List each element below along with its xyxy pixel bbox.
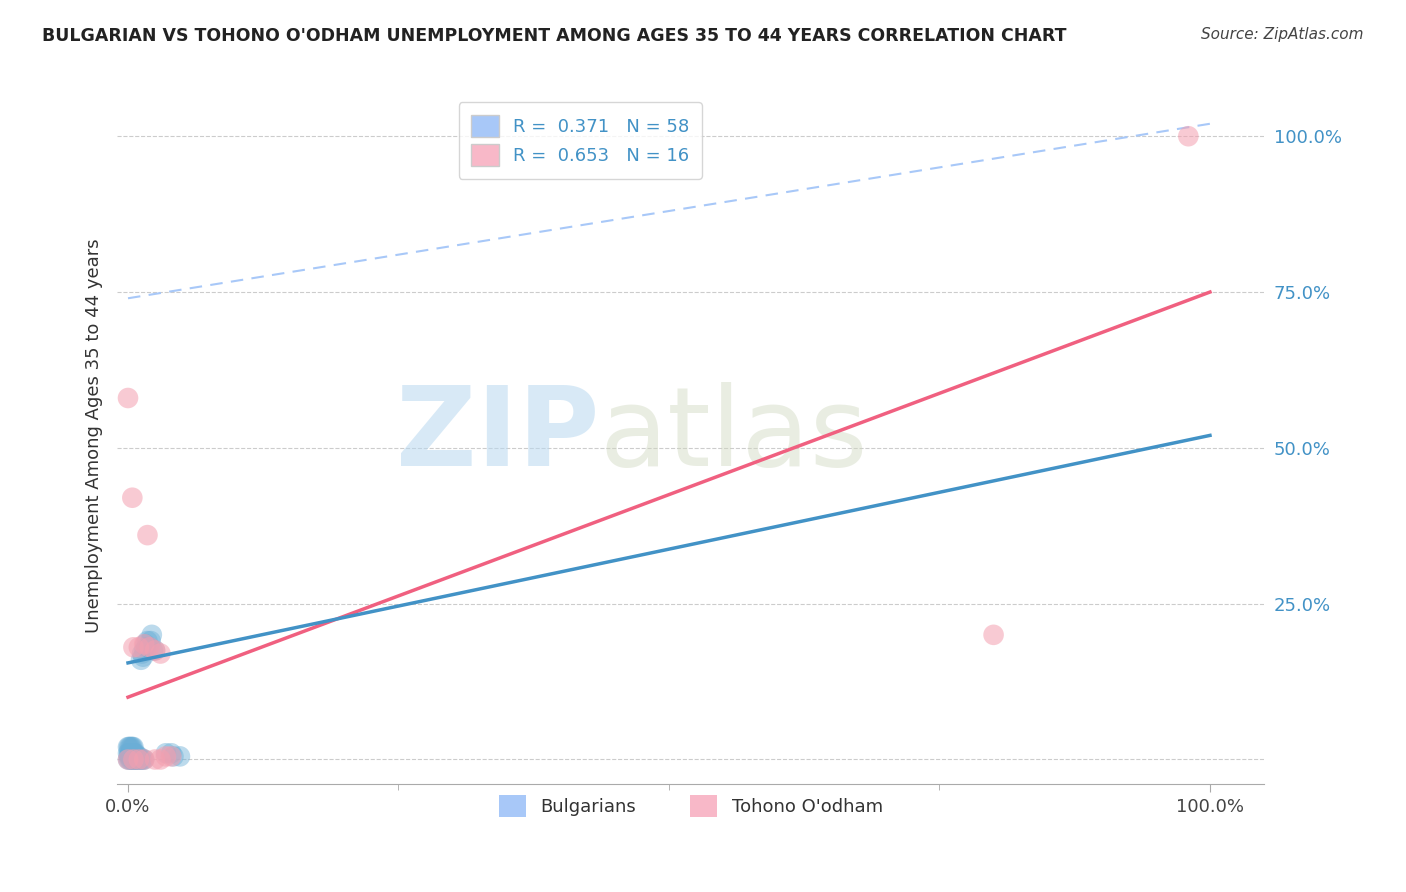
Point [132, 752, 155, 766]
Point [129, 752, 152, 766]
Point [117, 752, 139, 766]
Point [132, 649, 155, 664]
Point [118, 752, 141, 766]
Point [118, 739, 141, 754]
Point [121, 746, 143, 760]
Point [134, 752, 156, 766]
Point [120, 739, 142, 754]
Point [127, 752, 149, 766]
Point [162, 749, 184, 764]
Point [138, 640, 160, 655]
Point [129, 653, 152, 667]
Point [160, 749, 183, 764]
Point [124, 749, 146, 764]
Point [134, 643, 156, 657]
Text: BULGARIAN VS TOHONO O'ODHAM UNEMPLOYMENT AMONG AGES 35 TO 44 YEARS CORRELATION C: BULGARIAN VS TOHONO O'ODHAM UNEMPLOYMENT… [42, 27, 1067, 45]
Point [983, 628, 1005, 642]
Point [131, 752, 153, 766]
Point [121, 746, 143, 760]
Point [117, 739, 139, 754]
Point [120, 749, 142, 764]
Point [169, 749, 191, 764]
Point [136, 634, 159, 648]
Point [122, 749, 145, 764]
Point [155, 746, 177, 760]
Point [134, 752, 156, 766]
Point [124, 752, 146, 766]
Point [120, 752, 142, 766]
Point [149, 752, 172, 766]
Point [1177, 129, 1199, 144]
Point [117, 752, 139, 766]
Point [124, 752, 146, 766]
Y-axis label: Unemployment Among Ages 35 to 44 years: Unemployment Among Ages 35 to 44 years [86, 238, 103, 632]
Point [138, 640, 160, 655]
Point [121, 739, 143, 754]
Point [124, 746, 146, 760]
Point [155, 749, 177, 764]
Text: atlas: atlas [599, 382, 868, 489]
Point [122, 752, 145, 766]
Point [122, 752, 145, 766]
Point [118, 749, 141, 764]
Point [134, 637, 156, 651]
Text: Source: ZipAtlas.com: Source: ZipAtlas.com [1201, 27, 1364, 42]
Point [127, 749, 149, 764]
Point [138, 640, 160, 655]
Point [121, 491, 143, 505]
Point [124, 746, 146, 760]
Point [135, 640, 157, 655]
Point [120, 746, 142, 760]
Point [125, 749, 148, 764]
Point [139, 634, 162, 648]
Point [141, 628, 163, 642]
Point [120, 739, 142, 754]
Point [125, 752, 148, 766]
Point [122, 640, 145, 655]
Point [122, 746, 145, 760]
Point [160, 746, 183, 760]
Point [118, 746, 141, 760]
Text: ZIP: ZIP [395, 382, 599, 489]
Point [142, 643, 165, 657]
Point [122, 739, 145, 754]
Point [121, 752, 143, 766]
Point [131, 647, 153, 661]
Point [128, 749, 150, 764]
Point [149, 647, 172, 661]
Point [136, 528, 159, 542]
Point [117, 746, 139, 760]
Legend: Bulgarians, Tohono O'odham: Bulgarians, Tohono O'odham [491, 788, 890, 824]
Point [134, 637, 156, 651]
Point [143, 752, 166, 766]
Point [120, 746, 142, 760]
Point [129, 752, 152, 766]
Point [128, 640, 150, 655]
Point [122, 752, 145, 766]
Point [128, 752, 150, 766]
Point [128, 752, 150, 766]
Point [143, 643, 166, 657]
Point [120, 749, 142, 764]
Point [120, 752, 142, 766]
Point [143, 643, 166, 657]
Point [117, 391, 139, 405]
Point [124, 749, 146, 764]
